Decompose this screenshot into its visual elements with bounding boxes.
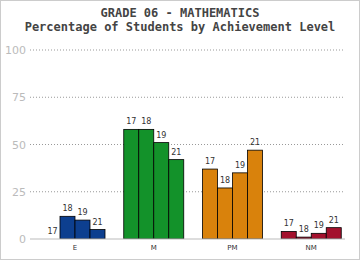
bar (248, 150, 263, 239)
series-label: 21 (92, 218, 102, 227)
x-tick-label: PM (227, 244, 237, 252)
series-label: 19 (77, 208, 87, 217)
grid-line (30, 97, 345, 98)
grid-line (30, 144, 345, 145)
series-label: 17 (126, 117, 136, 126)
y-tick-label: 0 (19, 233, 26, 246)
bar (326, 228, 341, 239)
series-label: 21 (250, 138, 260, 147)
chart-svg: GRADE 06 - MATHEMATICSPercentage of Stud… (0, 0, 360, 260)
subtitle: Percentage of Students by Achievement Le… (25, 20, 336, 34)
bar (311, 233, 326, 239)
bar (281, 231, 296, 239)
series-label: 21 (171, 148, 181, 157)
bar (154, 143, 169, 239)
series-label: 21 (329, 216, 339, 225)
series-label: 18 (141, 117, 151, 126)
x-tick-label: E (73, 244, 77, 252)
bar (218, 188, 233, 239)
series-label: 17 (205, 157, 215, 166)
frame (1, 1, 360, 260)
bars (60, 129, 341, 239)
x-axis (30, 239, 345, 240)
series-label: 18 (62, 204, 72, 213)
bar (60, 216, 75, 239)
bar (169, 160, 184, 239)
bar (233, 173, 248, 239)
series-label: 19 (235, 161, 245, 170)
series-label: 19 (314, 221, 324, 230)
bar (203, 169, 218, 239)
grid-line (30, 50, 345, 51)
series-label: 18 (220, 176, 230, 185)
y-tick-label: 50 (12, 139, 26, 152)
x-tick-label: NM (306, 244, 317, 252)
bar (90, 230, 105, 239)
chart-root: GRADE 06 - MATHEMATICSPercentage of Stud… (0, 0, 360, 260)
grid-line (30, 191, 345, 192)
series-label: 19 (156, 131, 166, 140)
y-tick-label: 25 (12, 186, 26, 199)
x-tick-label: M (151, 244, 157, 252)
series-label: 17 (47, 227, 57, 236)
title: GRADE 06 - MATHEMATICS (101, 6, 260, 20)
bar (139, 129, 154, 239)
y-tick-label: 100 (5, 44, 26, 57)
bar (75, 220, 90, 239)
bar (124, 129, 139, 239)
y-tick-label: 75 (12, 91, 26, 104)
series-label: 18 (299, 225, 309, 234)
series-label: 17 (284, 219, 294, 228)
